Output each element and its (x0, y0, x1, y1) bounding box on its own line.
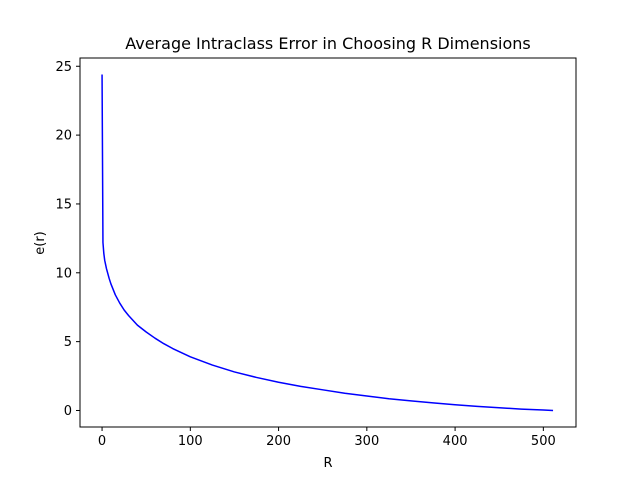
plot-frame (79, 57, 577, 428)
x-tick-label: 500 (531, 434, 556, 449)
series-line-1 (101, 74, 554, 412)
y-tick-label: 15 (55, 197, 72, 212)
y-tick-label: 20 (55, 129, 72, 144)
x-tick-label: 400 (443, 434, 468, 449)
x-tick-label: 300 (354, 434, 379, 449)
y-axis-ticks: 0 5 10 15 20 25 (55, 60, 80, 419)
x-axis-ticks: 0 100 200 300 400 500 (98, 427, 556, 449)
x-axis-label: R (323, 456, 332, 471)
y-tick-label: 25 (55, 60, 72, 75)
y-tick-label: 10 (55, 266, 72, 281)
x-tick-label: 100 (178, 434, 203, 449)
x-tick-label: 0 (98, 434, 106, 449)
chart-title: Average Intraclass Error in Choosing R D… (125, 34, 531, 53)
plot-area (79, 57, 577, 428)
y-tick-label: 0 (64, 404, 72, 419)
x-tick-label: 200 (266, 434, 291, 449)
y-tick-label: 5 (64, 335, 72, 350)
y-axis-label: e(r) (33, 231, 48, 255)
